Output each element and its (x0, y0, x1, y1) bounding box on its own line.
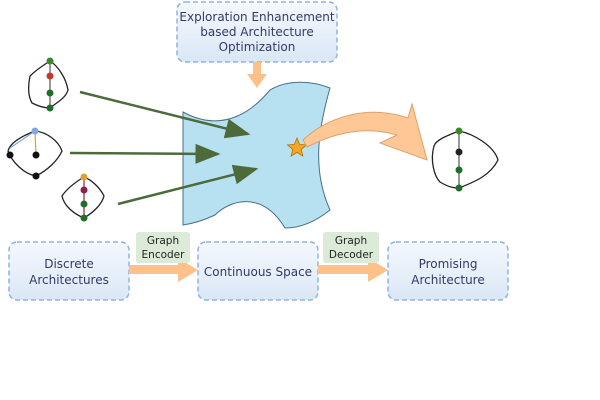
graph-architecture-promising (431, 127, 499, 192)
arrow-graph1-to-surface (79, 90, 251, 139)
exploration-enhancement-box: Exploration Enhancement based Architectu… (176, 1, 338, 63)
decoder-line-2: Decoder (329, 249, 374, 261)
arrow-graph2-to-surface (69, 143, 221, 164)
graph-architecture-2 (6, 127, 63, 180)
graph-encoder-tag: Graph Encoder (136, 232, 190, 263)
down-arrow (247, 62, 267, 88)
discrete-line-1: Discrete (44, 257, 94, 271)
star-icon (286, 136, 308, 157)
decoder-line-1: Graph (335, 235, 367, 247)
encoder-line-2: Encoder (142, 249, 186, 261)
promising-line-1: Promising (419, 257, 478, 271)
decode-curved-arrow (302, 102, 428, 161)
discrete-line-2: Architectures (29, 273, 109, 287)
graph-architecture-1 (28, 57, 69, 112)
promising-line-2: Architecture (411, 273, 484, 287)
continuous-space-box: Continuous Space (197, 241, 319, 301)
top-box-line-3: Optimization (219, 40, 296, 54)
promising-architecture-box: Promising Architecture (387, 241, 509, 301)
decoder-arrow (318, 258, 388, 282)
encoder-arrow (129, 258, 198, 282)
encoder-line-1: Graph (147, 235, 179, 247)
top-box-line-1: Exploration Enhancement (179, 10, 334, 24)
graph-architecture-3 (61, 173, 105, 222)
continuous-line-1: Continuous Space (204, 265, 312, 279)
graph-decoder-tag: Graph Decoder (323, 232, 379, 263)
arrow-graph3-to-surface (117, 164, 259, 206)
discrete-architectures-box: Discrete Architectures (8, 241, 130, 301)
top-box-line-2: based Architecture (200, 25, 314, 39)
continuous-surface (182, 81, 331, 229)
